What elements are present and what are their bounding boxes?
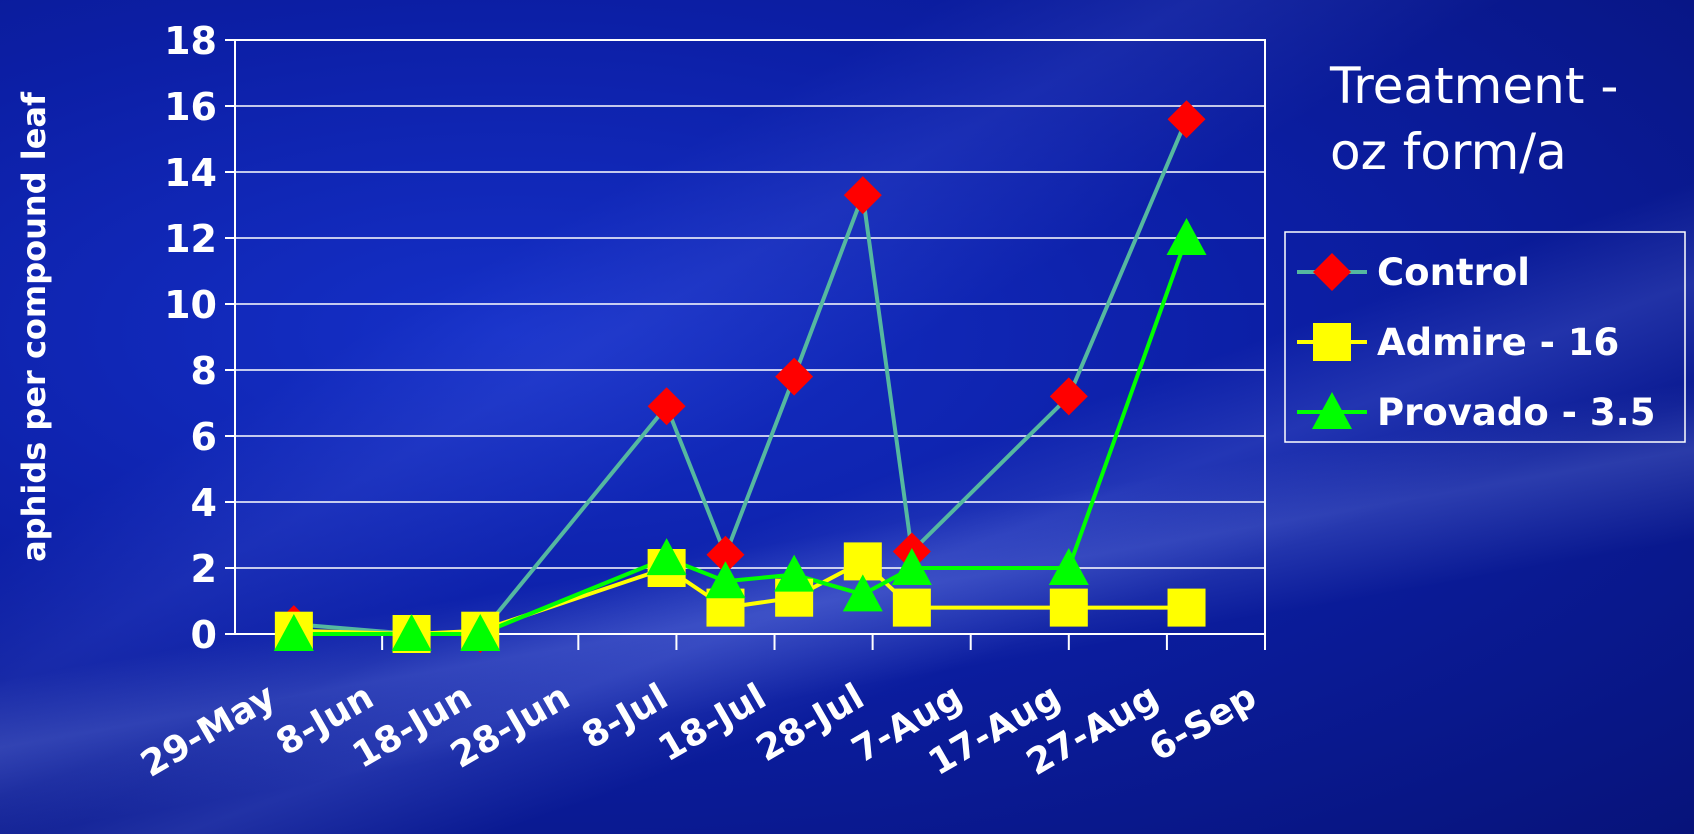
y-tick-label: 6 — [191, 415, 217, 459]
x-tick-label: 28-Jul — [750, 676, 871, 770]
data-point-0 — [775, 357, 814, 396]
data-point-0 — [1049, 377, 1088, 416]
series-line-2 — [293, 237, 1189, 636]
legend-label: Control — [1377, 251, 1530, 294]
legend-title-line: Treatment - — [1329, 57, 1618, 115]
data-point-2 — [646, 538, 687, 576]
x-tick-label: 29-May — [134, 676, 282, 785]
data-point-2 — [1166, 218, 1207, 255]
y-tick-label: 14 — [164, 151, 217, 195]
legend-box — [1284, 231, 1686, 443]
data-point-0 — [706, 535, 745, 574]
x-axis: 29-May8-Jun18-Jun28-Jun8-Jul18-Jul28-Jul… — [134, 634, 1266, 786]
y-tick-label: 4 — [191, 481, 217, 525]
y-tick-label: 8 — [191, 349, 217, 393]
data-point-1 — [892, 588, 931, 627]
data-point-2 — [891, 548, 932, 585]
y-tick-label: 10 — [164, 283, 217, 327]
data-point-2 — [774, 554, 815, 592]
y-axis-label: aphids per compound leaf — [15, 91, 53, 562]
y-tick-label: 12 — [164, 217, 217, 261]
data-point-0 — [647, 387, 686, 426]
data-point-1 — [843, 542, 882, 581]
legend-label: Admire - 16 — [1377, 321, 1619, 364]
plot-area — [234, 39, 1266, 635]
x-tick-label: 18-Jul — [652, 676, 773, 770]
data-point-2 — [705, 561, 746, 599]
y-axis: 0 2 4 6 8 10 12 14 16 18 — [164, 19, 235, 657]
data-point-2 — [273, 614, 314, 651]
y-tick-label: 0 — [191, 613, 217, 657]
y-tick-label: 18 — [164, 19, 217, 63]
series-layer — [273, 100, 1207, 653]
data-point-0 — [1167, 100, 1206, 139]
y-tick-label: 2 — [191, 547, 217, 591]
y-tick-label: 16 — [164, 85, 217, 129]
legend-title: Treatment - oz form/a — [1329, 57, 1618, 181]
data-point-2 — [1048, 548, 1089, 585]
legend-label: Provado - 3.5 — [1377, 391, 1655, 434]
data-point-2 — [460, 614, 501, 651]
x-tick-label: 6-Sep — [1142, 676, 1263, 770]
data-point-2 — [391, 614, 432, 651]
gridlines — [235, 39, 1265, 635]
legend-marker — [1313, 253, 1351, 291]
data-point-0 — [843, 176, 882, 215]
data-point-1 — [1049, 588, 1088, 627]
legend-marker — [1312, 392, 1352, 429]
data-point-1 — [1167, 588, 1206, 627]
data-point-2 — [842, 574, 883, 612]
legend-title-line: oz form/a — [1330, 123, 1567, 181]
legend: Control Admire - 16 Provado - 3.5 — [1284, 231, 1686, 443]
legend-marker — [1313, 323, 1351, 361]
